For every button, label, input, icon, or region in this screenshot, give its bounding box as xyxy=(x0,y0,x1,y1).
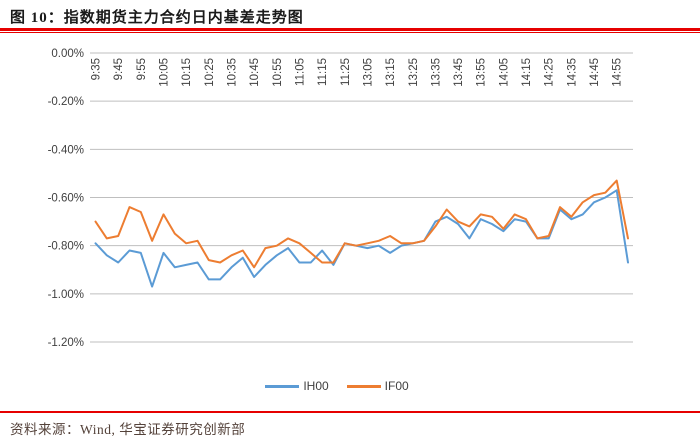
ih00-line-swatch xyxy=(265,384,300,388)
x-tick-label: 13:25 xyxy=(408,58,420,87)
legend-label-if00: IF00 xyxy=(384,379,409,393)
y-tick-label: -0.60% xyxy=(48,193,84,205)
if00-line xyxy=(94,179,629,269)
y-tick-label: -0.40% xyxy=(48,144,84,156)
y-tick-label: -0.80% xyxy=(48,241,84,253)
x-tick-label: 14:15 xyxy=(521,58,533,87)
y-tick-label: -1.20% xyxy=(48,337,84,349)
x-tick-label: 10:15 xyxy=(181,58,193,87)
title-separator-thick xyxy=(0,28,700,31)
x-tick-label: 13:15 xyxy=(385,58,397,87)
gridlines xyxy=(90,52,633,343)
x-tick-label: 10:55 xyxy=(272,58,284,87)
x-tick-label: 13:05 xyxy=(362,58,374,87)
y-tick-label: 0.00% xyxy=(51,48,84,60)
x-tick-label: 9:55 xyxy=(136,58,148,80)
legend-item-if00: IF00 xyxy=(346,379,409,393)
x-tick-label: 11:15 xyxy=(317,58,329,86)
x-axis-labels: 9:35 9:45 9:55 10:05 10:15 10:25 10:35 10:45 10:… xyxy=(91,58,624,87)
chart-legend: IH00 IF00 xyxy=(0,378,687,394)
y-tick-label: -0.20% xyxy=(48,96,84,108)
legend-label-ih00: IH00 xyxy=(303,379,329,393)
x-tick-label: 10:35 xyxy=(226,58,238,87)
y-axis-labels: 0.00% -0.20% -0.40% -0.60% -0.80% -1.00% -1.20… xyxy=(48,48,84,349)
title-separator-thin xyxy=(0,32,700,33)
x-tick-label: 11:25 xyxy=(340,58,352,86)
x-tick-label: 9:45 xyxy=(113,58,125,80)
x-tick-label: 13:45 xyxy=(453,58,465,87)
x-tick-label: 10:45 xyxy=(249,58,261,87)
x-tick-label: 13:35 xyxy=(430,58,442,87)
chart-area: 0.00% -0.20% -0.40% -0.60% -0.80% -1.00% -1.20… xyxy=(48,48,633,349)
figure-title: 图 10：指数期货主力合约日内基差走势图 xyxy=(10,10,304,26)
source-note: 资料来源：Wind, 华宝证券研究创新部 xyxy=(10,422,246,437)
x-tick-label: 10:05 xyxy=(159,58,171,87)
footer-separator xyxy=(0,411,700,413)
y-tick-label: -1.00% xyxy=(48,289,84,301)
x-tick-label: 11:05 xyxy=(294,58,306,86)
x-tick-label: 9:35 xyxy=(91,58,103,80)
x-tick-label: 14:55 xyxy=(612,58,624,87)
ih00-line xyxy=(94,189,629,288)
x-tick-label: 14:05 xyxy=(498,58,510,87)
legend-item-ih00: IH00 xyxy=(265,379,329,393)
x-tick-label: 14:25 xyxy=(544,58,556,87)
x-tick-label: 13:55 xyxy=(476,58,488,87)
if00-line-swatch xyxy=(346,384,381,388)
x-tick-label: 10:25 xyxy=(204,58,216,87)
basis-trend-chart: 0.00% -0.20% -0.40% -0.60% -0.80% -1.00% -1.20… xyxy=(48,48,633,349)
x-tick-label: 14:45 xyxy=(589,58,601,87)
x-tick-label: 14:35 xyxy=(566,58,578,87)
